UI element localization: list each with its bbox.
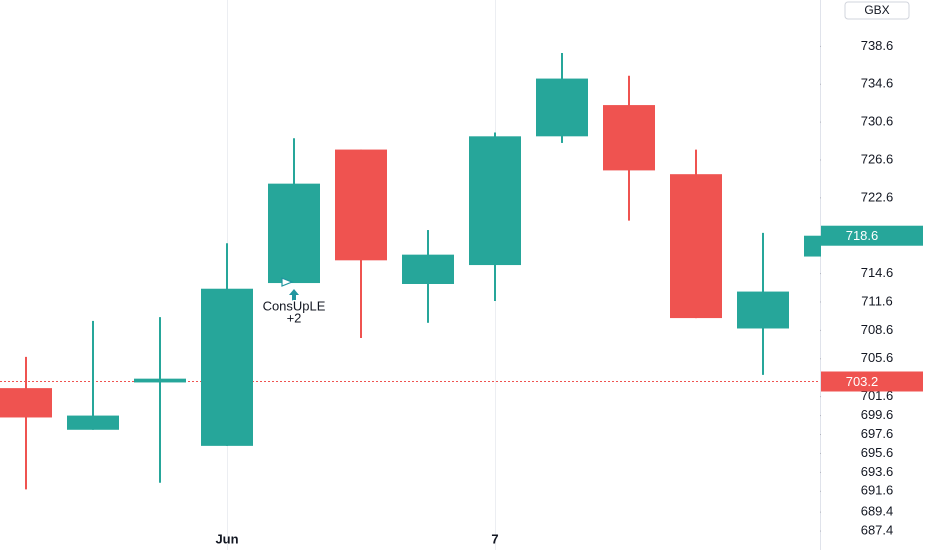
y-tick-label: 730.6 <box>861 114 894 129</box>
candle-body <box>469 136 521 266</box>
y-tick-label: 722.6 <box>861 189 894 204</box>
candle-body <box>0 388 52 418</box>
price-label-box <box>821 225 923 246</box>
signal-label: ConsUpLE <box>263 298 326 313</box>
y-tick-label: 714.6 <box>861 265 894 280</box>
candle-body <box>536 78 588 137</box>
signal-sublabel: +2 <box>287 310 302 325</box>
candle-body <box>67 415 119 430</box>
y-tick-label: 738.6 <box>861 38 894 53</box>
y-tick-label: 689.4 <box>861 504 894 519</box>
axis-background <box>821 22 932 550</box>
price-label: 718.6 <box>846 228 879 243</box>
candle-body <box>737 291 789 329</box>
currency-label: GBX <box>864 3 889 17</box>
y-tick-label: 699.6 <box>861 407 894 422</box>
x-tick-label: 7 <box>491 531 498 546</box>
x-tick-label: Jun <box>215 531 238 546</box>
y-tick-label: 691.6 <box>861 483 894 498</box>
y-tick-label: 726.6 <box>861 151 894 166</box>
signal-marker <box>281 277 294 287</box>
y-tick-label: 701.6 <box>861 388 894 403</box>
currency-button[interactable] <box>844 1 910 20</box>
price-label: 703.2 <box>846 374 879 389</box>
signal-arrow <box>289 289 299 302</box>
candle-body <box>134 378 186 383</box>
candle-body <box>670 174 722 319</box>
price-label-box <box>821 371 923 392</box>
candle-body <box>201 288 253 446</box>
y-tick-label: 705.6 <box>861 350 894 365</box>
candle-body <box>603 105 655 171</box>
y-tick-label: 708.6 <box>861 322 894 337</box>
candle-body <box>268 183 320 284</box>
y-tick-label: 734.6 <box>861 76 894 91</box>
candle-body <box>402 254 454 284</box>
y-tick-label: 693.6 <box>861 464 894 479</box>
y-tick-label: 697.6 <box>861 426 894 441</box>
candle-body <box>335 149 387 261</box>
y-tick-label: 695.6 <box>861 445 894 460</box>
y-tick-label: 711.6 <box>861 293 893 308</box>
y-tick-label: 687.4 <box>861 523 894 538</box>
